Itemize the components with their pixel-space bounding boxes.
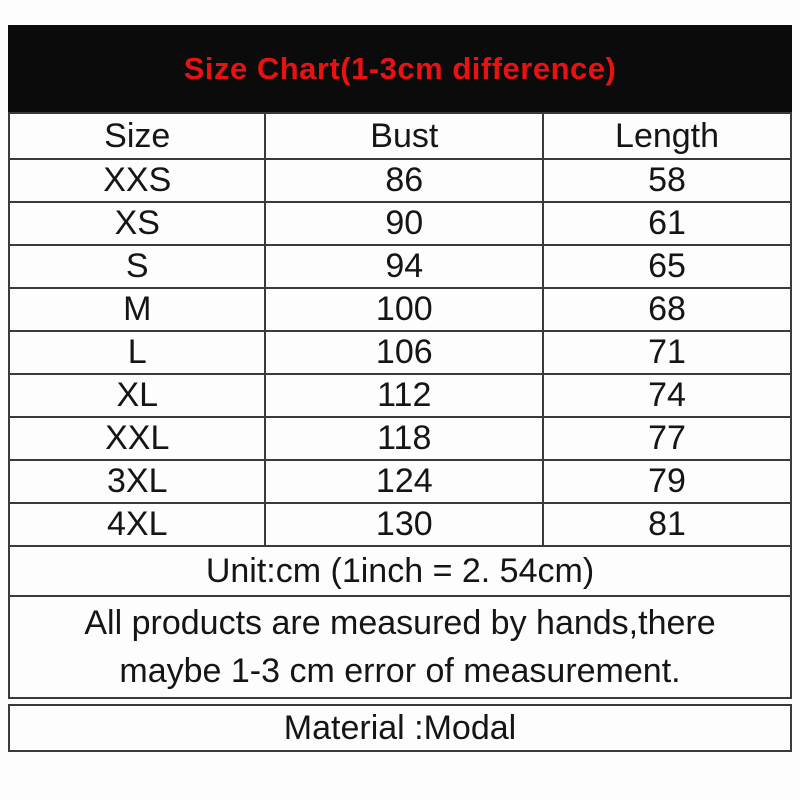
bust-cell: 94	[264, 244, 545, 289]
table-row: 3XL 124 79	[7, 459, 792, 504]
bust-cell: 90	[264, 201, 545, 246]
table-row: XL 112 74	[7, 373, 792, 418]
table-row: 4XL 130 81	[7, 502, 792, 547]
size-chart-page: Size Chart(1-3cm difference) Size Bust L…	[7, 25, 792, 752]
material-row: Material :Modal	[8, 704, 792, 752]
size-chart-title: Size Chart(1-3cm difference)	[183, 50, 617, 86]
length-cell: 68	[542, 287, 792, 332]
bust-cell: 130	[264, 502, 545, 547]
table-row: XXS 86 58	[7, 158, 792, 203]
size-cell: 4XL	[7, 502, 267, 547]
column-header-bust: Bust	[264, 112, 545, 160]
column-header-size: Size	[7, 112, 267, 160]
length-cell: 58	[542, 158, 792, 203]
size-cell: M	[7, 287, 267, 332]
size-chart-title-bar: Size Chart(1-3cm difference)	[8, 25, 792, 112]
bust-cell: 112	[264, 373, 545, 418]
size-cell: XXL	[7, 416, 267, 461]
column-header-length: Length	[542, 112, 792, 160]
material-text: Material :Modal	[283, 708, 517, 747]
length-cell: 81	[542, 502, 792, 547]
size-cell: XL	[7, 373, 267, 418]
length-cell: 74	[542, 373, 792, 418]
size-cell: XXS	[7, 158, 267, 203]
size-table: Size Bust Length XXS 86 58 XS 90 61 S 94…	[7, 112, 792, 547]
table-header-row: Size Bust Length	[7, 112, 792, 160]
length-cell: 61	[542, 201, 792, 246]
unit-note-row: Unit:cm (1inch = 2. 54cm)	[8, 545, 792, 597]
table-row: XXL 118 77	[7, 416, 792, 461]
table-row: XS 90 61	[7, 201, 792, 246]
bust-cell: 106	[264, 330, 545, 375]
measurement-note-row: All products are measured by hands,there…	[8, 595, 792, 699]
length-cell: 71	[542, 330, 792, 375]
bust-cell: 124	[264, 459, 545, 504]
bust-cell: 118	[264, 416, 545, 461]
length-cell: 77	[542, 416, 792, 461]
size-cell: S	[7, 244, 267, 289]
measurement-note-line1: All products are measured by hands,there	[84, 604, 716, 642]
table-row: S 94 65	[7, 244, 792, 289]
length-cell: 79	[542, 459, 792, 504]
size-cell: XS	[7, 201, 267, 246]
table-row: M 100 68	[7, 287, 792, 332]
unit-note-text: Unit:cm (1inch = 2. 54cm)	[205, 551, 595, 590]
length-cell: 65	[542, 244, 792, 289]
bust-cell: 86	[264, 158, 545, 203]
bust-cell: 100	[264, 287, 545, 332]
measurement-note-line2: maybe 1-3 cm error of measurement.	[119, 652, 681, 690]
size-cell: 3XL	[7, 459, 267, 504]
size-cell: L	[7, 330, 267, 375]
table-row: L 106 71	[7, 330, 792, 375]
